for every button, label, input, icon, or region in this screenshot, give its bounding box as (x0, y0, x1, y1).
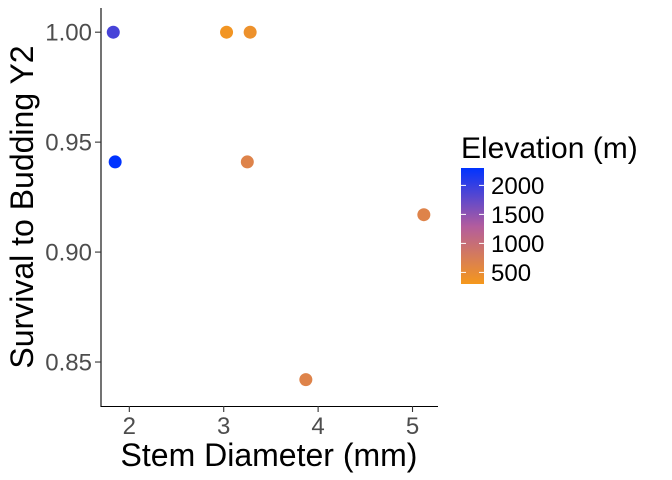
data-point (243, 25, 257, 39)
legend-tick-label: 1000 (491, 231, 544, 258)
x-axis-title: Stem Diameter (mm) (121, 437, 418, 473)
legend-title: Elevation (m) (461, 132, 638, 165)
data-point (106, 25, 120, 39)
data-point (417, 208, 431, 222)
plot-panel: 2 3 4 5 0.85 0.90 0.95 1.00 (45, 8, 438, 440)
legend-tick-label: 500 (491, 260, 531, 287)
data-point (240, 155, 254, 169)
x-tick-label: 5 (406, 413, 419, 440)
y-tick-label: 0.85 (45, 350, 92, 377)
x-tick-label: 4 (311, 413, 324, 440)
legend-tick-label: 1500 (491, 202, 544, 229)
data-point (220, 25, 234, 39)
y-axis-title: Survival to Budding Y2 (4, 45, 40, 368)
data-points (106, 25, 431, 387)
x-tick-label: 3 (217, 413, 230, 440)
x-axis-ticks: 2 3 4 5 (123, 406, 419, 440)
data-point (299, 373, 313, 387)
legend-tick-label: 2000 (491, 173, 544, 200)
x-tick-label: 2 (123, 413, 136, 440)
data-point (108, 155, 122, 169)
y-tick-label: 0.90 (45, 240, 92, 267)
legend-colorbar (461, 168, 484, 284)
y-tick-label: 1.00 (45, 20, 92, 47)
y-axis-ticks: 0.85 0.90 0.95 1.00 (45, 20, 101, 377)
y-tick-label: 0.95 (45, 130, 92, 157)
